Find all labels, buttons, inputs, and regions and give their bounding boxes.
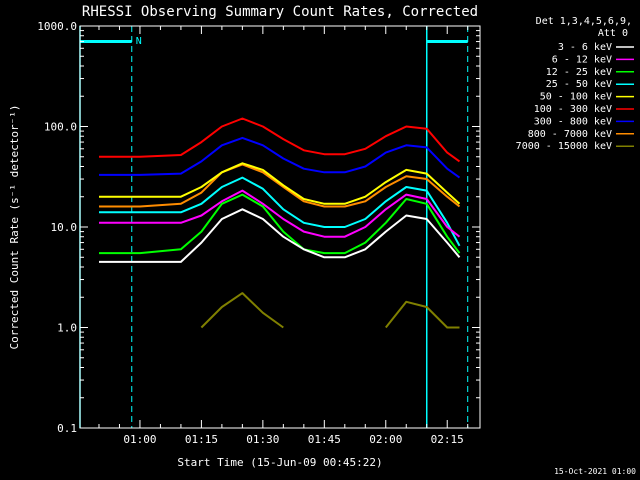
y-tick-label: 10.0 — [51, 221, 78, 234]
legend-label: 7000 - 15000 keV — [516, 141, 612, 152]
legend-label: 800 - 7000 keV — [528, 129, 612, 140]
x-tick-label: 01:45 — [308, 433, 341, 446]
x-tick-label: 02:15 — [431, 433, 464, 446]
series-line — [200, 292, 460, 329]
series-line — [99, 163, 461, 208]
night-bar — [426, 40, 468, 43]
series-line — [99, 193, 461, 255]
x-axis-label: Start Time (15-Jun-09 00:45:22) — [177, 456, 382, 469]
series-line — [99, 162, 461, 205]
legend-label: 6 - 12 keV — [552, 54, 612, 65]
night-bar — [80, 40, 132, 43]
legend-header-line-1: Det 1,3,4,5,6,9, — [536, 16, 632, 27]
chart-title: RHESSI Observing Summary Count Rates, Co… — [82, 4, 478, 20]
legend-header-line-2: Att 0 — [598, 28, 628, 39]
y-tick-label: 1000.0 — [37, 20, 77, 33]
series-line — [99, 176, 461, 247]
x-tick-label: 02:00 — [369, 433, 402, 446]
axes: 0.1 1.0 10.0 100.0 1000.0 01:00 01:15 01:30 01:4… — [37, 20, 480, 446]
y-axis-label: Corrected Count Rate (s⁻¹ detector⁻¹) — [8, 104, 21, 349]
y-tick-label: 0.1 — [57, 422, 77, 435]
series-line — [99, 189, 461, 238]
chart-marks: N — [79, 26, 469, 428]
legend-label: 300 - 800 keV — [534, 116, 612, 127]
y-tick-label: 100.0 — [44, 121, 77, 134]
legend-label: 12 - 25 keV — [546, 67, 612, 78]
legend-label: 50 - 100 keV — [540, 92, 612, 103]
series-line — [99, 136, 461, 179]
x-tick-label: 01:30 — [246, 433, 279, 446]
night-marker-label: N — [136, 36, 142, 47]
y-tick-label: 1.0 — [57, 322, 77, 335]
series-line — [99, 208, 461, 263]
series-lines — [99, 117, 461, 329]
timestamp-label: 15-Oct-2021 01:00 — [554, 467, 636, 476]
legend-label: 3 - 6 keV — [558, 42, 612, 53]
series-line — [99, 117, 461, 163]
legend-label: 100 - 300 keV — [534, 104, 612, 115]
x-tick-label: 01:15 — [185, 433, 218, 446]
x-tick-label: 01:00 — [123, 433, 156, 446]
legend-label: 25 - 50 keV — [546, 79, 612, 90]
